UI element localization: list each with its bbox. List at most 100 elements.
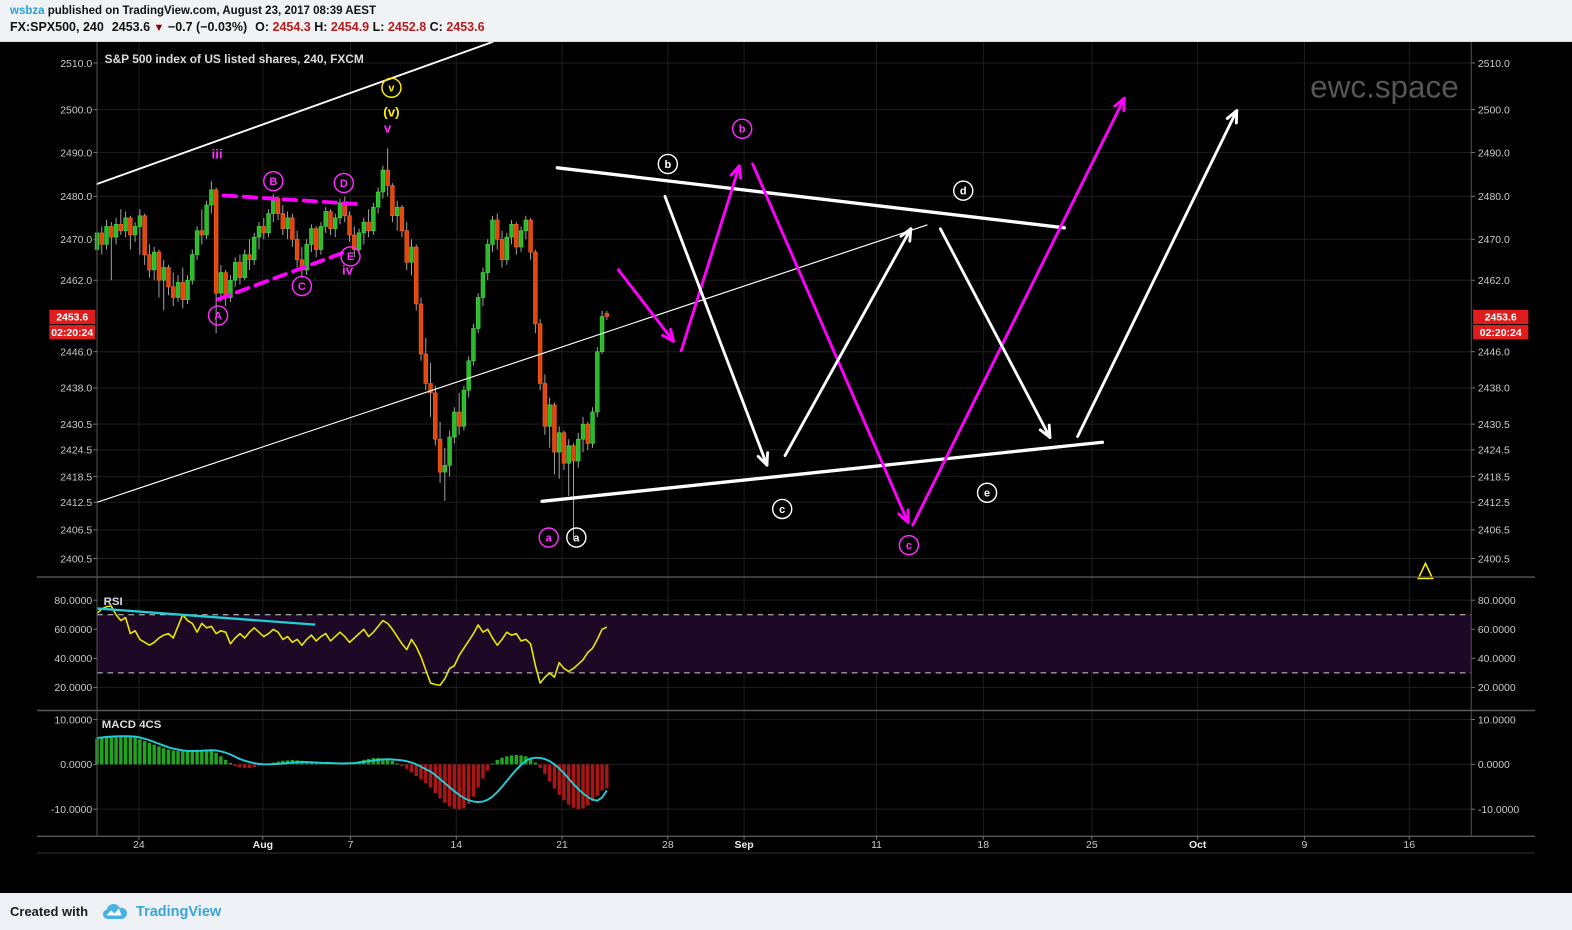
candle-up xyxy=(175,282,181,298)
wave-label-a[interactable]: a xyxy=(566,527,587,548)
arrowhead xyxy=(756,454,769,467)
macd-histogram-bar xyxy=(200,750,204,765)
macd-histogram-bar xyxy=(466,764,471,804)
delta-marker[interactable] xyxy=(1417,561,1434,580)
candle-down xyxy=(528,219,533,253)
arrow-white-down-e[interactable] xyxy=(938,227,1052,439)
macd-histogram-bar xyxy=(385,759,390,765)
arrowhead xyxy=(765,451,770,467)
rsi-trendline[interactable] xyxy=(96,607,316,626)
macd-histogram-bar xyxy=(157,746,161,765)
candle-down xyxy=(514,224,519,248)
macd-histogram-bar xyxy=(166,749,171,765)
wave-label-d[interactable]: d xyxy=(953,180,974,201)
candle-down xyxy=(499,238,505,261)
arrow-white-up-d[interactable] xyxy=(783,227,913,458)
wave-label-B[interactable]: B xyxy=(263,170,284,192)
candle-down xyxy=(171,286,176,298)
wave-label-iv[interactable]: iv xyxy=(342,263,354,278)
elliott-wave-drawings xyxy=(96,41,1434,580)
arrow-magenta-down-c[interactable] xyxy=(751,162,910,524)
wave-label-v[interactable]: v xyxy=(384,121,392,136)
wave-label-A[interactable]: A xyxy=(207,305,229,326)
macd-histogram-bar xyxy=(376,758,380,765)
arrow-white-rally[interactable] xyxy=(1076,109,1239,438)
macd-histogram-bar xyxy=(519,755,523,765)
rsi-axis-label: 80.0000 xyxy=(1478,596,1516,607)
candle-down xyxy=(433,392,438,440)
svg-text:c: c xyxy=(779,504,785,516)
wave-label-c[interactable]: c xyxy=(771,498,793,520)
trendline-channel-thin-rising[interactable] xyxy=(96,224,928,503)
candle-up xyxy=(452,411,457,438)
wave-label-v[interactable]: v xyxy=(381,77,402,98)
candle-up xyxy=(371,206,376,232)
wave-label-b[interactable]: b xyxy=(731,118,753,139)
tradingview-logo-icon[interactable] xyxy=(102,903,128,920)
wave-label-e[interactable]: e xyxy=(976,482,998,503)
candle-down xyxy=(261,226,266,234)
candle-up xyxy=(137,215,143,227)
candle-down xyxy=(328,211,333,229)
candle-up xyxy=(409,246,414,263)
macd-histogram-bar xyxy=(176,750,180,765)
price-badge-left: 2453.6 xyxy=(56,313,88,324)
candle-down xyxy=(213,189,219,294)
trendline-bd-dashed[interactable] xyxy=(221,193,360,206)
macd-histogram-bar xyxy=(562,764,566,801)
candle-up xyxy=(232,262,238,281)
arrow-magenta-rally[interactable] xyxy=(911,96,1126,527)
wave-label-E[interactable]: E xyxy=(340,246,361,267)
macd-histogram-bar xyxy=(233,764,237,767)
candle-up xyxy=(518,230,524,248)
arrow-white-down-c[interactable] xyxy=(663,194,769,467)
macd-histogram-bar xyxy=(152,744,156,765)
snapshot-header: wsbza published on TradingView.com, Augu… xyxy=(0,0,1572,42)
macd-histogram-bar xyxy=(119,736,123,765)
candle-down xyxy=(552,404,557,453)
price-axis-label: 2500.0 xyxy=(1478,105,1510,116)
candle-up xyxy=(580,423,586,440)
price-axis-label: 2500.0 xyxy=(60,105,92,116)
tradingview-brand-link[interactable]: TradingView xyxy=(136,903,222,920)
macd-histogram-bar xyxy=(400,764,404,767)
candle-up xyxy=(132,226,138,236)
username-link[interactable]: wsbza xyxy=(10,5,45,17)
wave-label-iii[interactable]: iii xyxy=(212,146,223,161)
macd-axis-label: -10.0000 xyxy=(1478,805,1520,816)
wave-label-a[interactable]: a xyxy=(538,527,559,548)
macd-histogram-bar xyxy=(171,750,175,765)
close-value: 2453.6 xyxy=(446,20,485,34)
price-axis-label: 2400.5 xyxy=(60,554,92,565)
macd-histogram-bar xyxy=(133,737,137,765)
price-axis-label: 2480.0 xyxy=(60,192,92,203)
macd-histogram-bar xyxy=(447,764,452,807)
arrowhead xyxy=(1113,96,1126,108)
candle-up xyxy=(380,169,386,193)
candle-down xyxy=(237,262,243,278)
wave-label-C[interactable]: C xyxy=(291,275,313,297)
macd-histogram-bar xyxy=(595,764,600,796)
wave-label-c[interactable]: c xyxy=(898,534,920,556)
candle-down xyxy=(199,230,205,236)
macd-histogram-bar xyxy=(528,759,533,765)
trendline-channel-upper-left[interactable] xyxy=(96,41,494,185)
trendline-triangle-upper[interactable] xyxy=(555,166,1066,230)
symbol-info-line: FX:SPX500, 240 2453.6 ▼ −0.7 (−0.03%) O: 2… xyxy=(10,19,1572,37)
arrow-magenta-down-entry[interactable] xyxy=(616,268,675,343)
macd-signal-line xyxy=(96,735,608,803)
candle-down xyxy=(142,215,147,255)
wave-label-b[interactable]: b xyxy=(657,153,679,175)
candle-up xyxy=(123,217,128,231)
arrow-magenta-up-b[interactable] xyxy=(679,164,741,353)
candle-down xyxy=(437,438,443,473)
trendline-triangle-lower[interactable] xyxy=(540,440,1105,503)
wave-label-D[interactable]: D xyxy=(333,172,355,194)
wave-label-(v)[interactable]: (v) xyxy=(383,104,399,119)
candle-down xyxy=(571,445,576,462)
candle-up xyxy=(356,232,362,250)
candle-down xyxy=(423,353,428,384)
trendline-ace-dashed[interactable] xyxy=(216,248,351,302)
